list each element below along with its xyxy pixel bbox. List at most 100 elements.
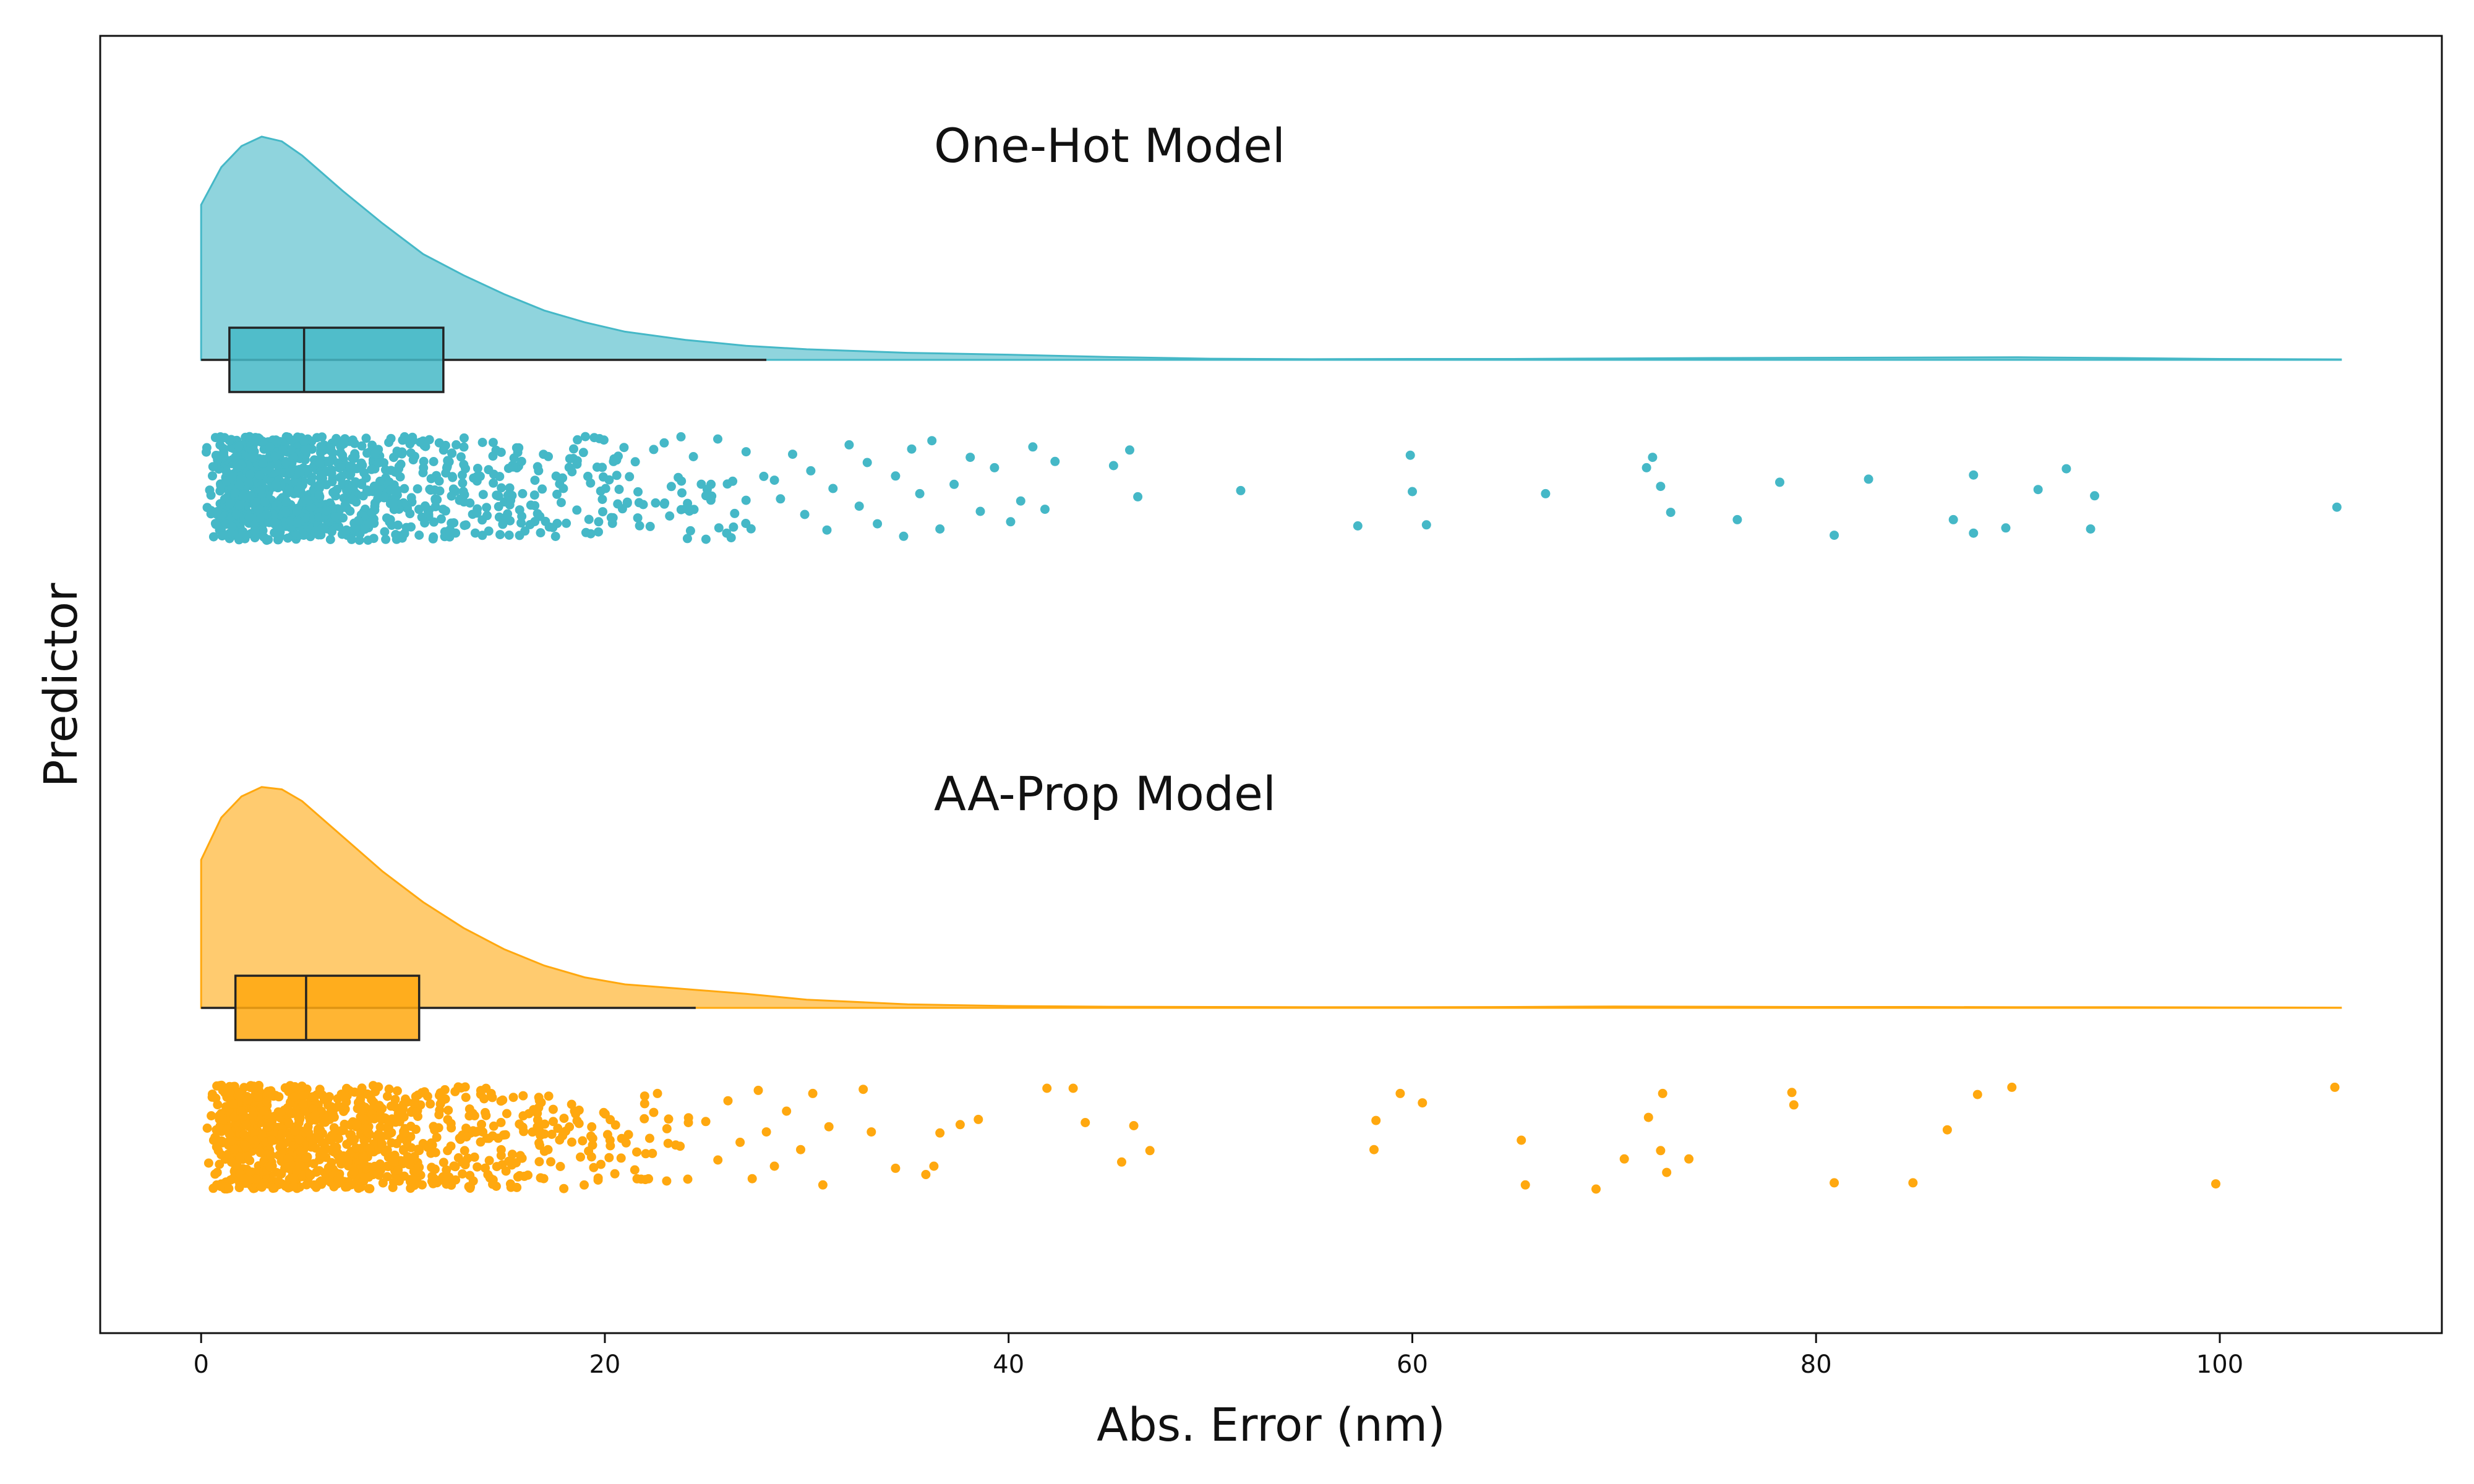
aa-prop-data-point: [242, 1095, 252, 1105]
one-hot-tail-point: [915, 488, 925, 498]
one-hot-data-point: [436, 514, 446, 524]
one-hot-tail-point: [1408, 487, 1417, 497]
aa-prop-data-point: [384, 1116, 394, 1126]
one-hot-data-point: [501, 513, 511, 522]
one-hot-tail-point: [990, 463, 999, 472]
aa-prop-data-point: [274, 1092, 284, 1102]
aa-prop-data-point: [392, 1086, 402, 1096]
aa-prop-data-point: [513, 1172, 523, 1182]
one-hot-data-point: [572, 456, 582, 466]
one-hot-data-point: [327, 469, 336, 479]
aa-prop-data-point: [242, 1151, 252, 1161]
one-hot-data-point: [225, 499, 234, 509]
x-tick-label: 40: [993, 1350, 1024, 1379]
one-hot-data-point: [514, 443, 524, 453]
one-hot-data-point: [302, 495, 312, 505]
aa-prop-data-point: [311, 1182, 321, 1192]
one-hot-data-point: [335, 463, 345, 473]
one-hot-tail-point: [1016, 496, 1025, 506]
aa-prop-data-point: [546, 1157, 555, 1167]
aa-prop-data-point: [518, 1091, 528, 1101]
one-hot-data-point: [517, 511, 527, 521]
aa-prop-data-point: [533, 1109, 542, 1118]
one-hot-data-point: [447, 518, 456, 528]
one-hot-data-point: [265, 442, 275, 452]
one-hot-data-point: [688, 452, 698, 461]
aa-prop-data-point: [473, 1162, 482, 1172]
aa-prop-data-point: [565, 1122, 575, 1132]
one-hot-data-point: [414, 531, 424, 540]
aa-prop-data-point: [461, 1124, 471, 1133]
aa-prop-data-point: [442, 1165, 452, 1175]
one-hot-data-point: [227, 522, 237, 532]
one-hot-data-point: [348, 453, 357, 463]
aa-prop-data-point: [648, 1148, 657, 1158]
one-hot-tail-point: [1864, 474, 1873, 484]
aa-prop-tail-point: [1662, 1167, 1672, 1177]
aa-prop-data-point: [283, 1153, 293, 1163]
aa-prop-data-point: [440, 1085, 450, 1094]
aa-prop-data-point: [375, 1122, 385, 1132]
one-hot-data-point: [505, 483, 515, 493]
aa-prop-data-point: [213, 1100, 223, 1110]
one-hot-data-point: [578, 448, 588, 458]
aa-prop-data-point: [333, 1174, 343, 1183]
one-hot-tail-point: [788, 450, 797, 459]
aa-prop-data-point: [535, 1140, 545, 1150]
one-hot-data-point: [408, 455, 418, 465]
aa-prop-data-point: [228, 1099, 238, 1109]
one-hot-data-point: [442, 461, 452, 471]
one-hot-tail-point: [1969, 528, 1979, 538]
one-hot-data-point: [206, 490, 216, 500]
aa-prop-data-point: [335, 1102, 345, 1112]
aa-prop-data-point: [327, 1130, 336, 1140]
aa-prop-data-point: [218, 1115, 228, 1125]
one-hot-data-point: [233, 463, 242, 472]
one-hot-data-point: [260, 497, 270, 507]
one-hot-data-point: [344, 483, 353, 493]
one-hot-data-point: [550, 532, 560, 541]
one-hot-data-point: [683, 498, 693, 508]
aa-prop-data-point: [433, 1175, 443, 1185]
aa-prop-data-point: [266, 1151, 276, 1161]
aa-prop-tail-point: [1684, 1154, 1694, 1164]
aa-prop-data-point: [555, 1162, 565, 1171]
aa-prop-data-point: [239, 1129, 249, 1139]
one-hot-tail-point: [2033, 485, 2043, 495]
one-hot-data-point: [458, 478, 468, 488]
aa-prop-data-point: [396, 1113, 406, 1123]
one-hot-data-point: [353, 516, 363, 526]
one-hot-data-point: [682, 534, 692, 544]
one-hot-data-point: [345, 506, 355, 516]
aa-prop-tail-point: [1068, 1083, 1078, 1093]
aa-prop-data-point: [644, 1133, 654, 1143]
one-hot-data-point: [370, 501, 380, 511]
aa-prop-data-point: [210, 1169, 220, 1179]
aa-prop-data-point: [239, 1174, 249, 1184]
aa-prop-data-point: [468, 1126, 478, 1136]
aa-prop-tail-point: [1942, 1125, 1952, 1135]
aa-prop-data-point: [319, 1094, 329, 1104]
aa-prop-iqr-box: [234, 974, 421, 1041]
one-hot-data-point: [332, 433, 341, 443]
aa-prop-data-point: [280, 1083, 290, 1093]
aa-prop-data-point: [382, 1130, 392, 1140]
aa-prop-data-point: [329, 1147, 339, 1157]
aa-prop-data-point: [559, 1114, 569, 1124]
aa-prop-data-point: [380, 1147, 390, 1157]
one-hot-data-point: [438, 505, 448, 514]
one-hot-data-point: [369, 534, 379, 544]
aa-prop-data-point: [593, 1173, 603, 1183]
one-hot-tail-point: [1133, 492, 1143, 501]
aa-prop-data-point: [377, 1139, 387, 1149]
aa-prop-data-point: [236, 1106, 246, 1116]
one-hot-tail-point: [1656, 482, 1666, 492]
one-hot-data-point: [281, 458, 291, 467]
aa-prop-data-point: [268, 1183, 278, 1193]
one-hot-data-point: [509, 453, 519, 463]
one-hot-tail-point: [907, 444, 917, 454]
one-hot-data-point: [317, 470, 326, 480]
aa-prop-tail-point: [1908, 1178, 1918, 1188]
one-hot-data-point: [359, 468, 369, 478]
aa-prop-data-point: [460, 1146, 469, 1156]
